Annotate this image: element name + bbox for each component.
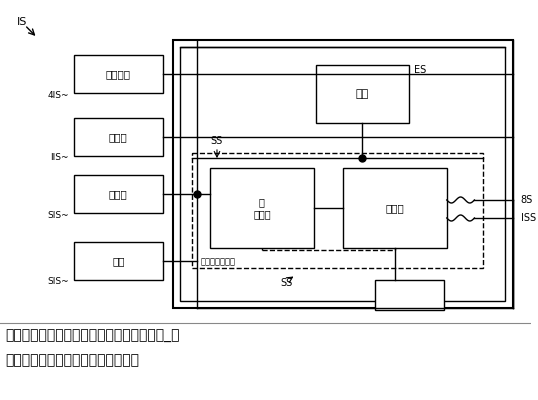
Text: ISS: ISS bbox=[521, 213, 536, 223]
Bar bbox=[74, 118, 162, 156]
Text: SIS~: SIS~ bbox=[47, 210, 69, 220]
Bar bbox=[343, 168, 447, 248]
Bar bbox=[316, 65, 409, 123]
Bar bbox=[173, 40, 513, 308]
Bar bbox=[74, 55, 162, 93]
Text: 大及: 大及 bbox=[112, 256, 125, 266]
Text: 條率衣: 條率衣 bbox=[109, 189, 128, 199]
Text: 空速傳干: 空速傳干 bbox=[106, 69, 131, 79]
Text: SIS~: SIS~ bbox=[47, 278, 69, 286]
Text: 直逆斷器驅動狀: 直逆斷器驅動狀 bbox=[200, 258, 235, 266]
Text: IIS~: IIS~ bbox=[51, 154, 69, 162]
Text: 能源汽車新型電機的設計及弱磁控制: 能源汽車新型電機的設計及弱磁控制 bbox=[5, 353, 139, 367]
Text: 串電: 串電 bbox=[356, 89, 369, 99]
Text: 4IS~: 4IS~ bbox=[47, 90, 69, 100]
Bar bbox=[180, 47, 505, 301]
Text: 直
逆斷器: 直 逆斷器 bbox=[253, 197, 271, 219]
Text: 新能源汽車新型電機的設計及弱磁控制原理_新: 新能源汽車新型電機的設計及弱磁控制原理_新 bbox=[5, 329, 180, 343]
Text: IS: IS bbox=[17, 17, 27, 27]
Text: 8S: 8S bbox=[521, 195, 533, 205]
Bar bbox=[74, 175, 162, 213]
Text: SS: SS bbox=[280, 278, 292, 288]
Bar bbox=[192, 153, 483, 268]
Bar bbox=[210, 168, 314, 248]
Bar bbox=[74, 242, 162, 280]
Bar bbox=[375, 280, 444, 310]
Text: 驅串器: 驅串器 bbox=[386, 203, 405, 213]
Text: ES: ES bbox=[414, 65, 427, 75]
Text: 衣向伏: 衣向伏 bbox=[109, 132, 128, 142]
Text: SS: SS bbox=[211, 136, 223, 146]
